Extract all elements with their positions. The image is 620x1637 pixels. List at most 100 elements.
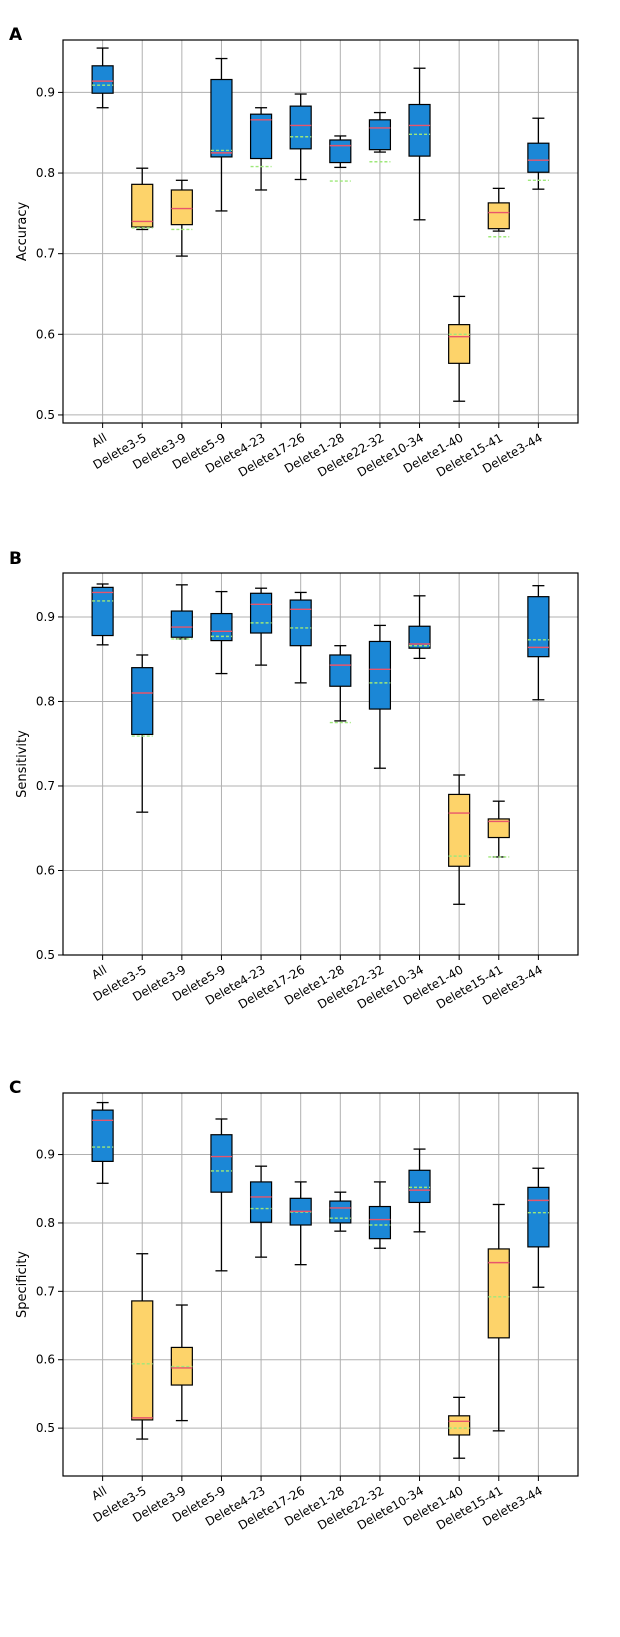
box-Delete3-9 — [170, 584, 193, 640]
box-Delete3-5 — [131, 167, 154, 231]
panel-letter: B — [9, 549, 22, 569]
x-tick-label: All — [89, 962, 109, 982]
box-Delete22-32 — [368, 624, 392, 769]
box-Delete1-40 — [448, 1396, 471, 1459]
box-body — [131, 1300, 154, 1421]
y-tick-label: 0.8 — [36, 166, 55, 180]
box-body — [91, 586, 114, 637]
panel-letter: A — [9, 25, 23, 45]
box-Delete3-5 — [131, 1253, 154, 1440]
box-Delete1-40 — [448, 295, 471, 402]
box-body — [408, 1169, 431, 1204]
box-body — [527, 596, 550, 658]
x-tick-label: All — [89, 430, 109, 450]
box-body — [368, 1205, 392, 1240]
box-Delete15-41 — [487, 800, 510, 858]
y-tick-label: 0.8 — [36, 1216, 55, 1230]
box-Delete1-28 — [329, 135, 352, 182]
box-body — [487, 1248, 510, 1339]
box-Delete17-26 — [289, 93, 312, 181]
box-Delete1-28 — [329, 1191, 352, 1232]
box-Delete3-44 — [527, 1167, 550, 1288]
box-body — [170, 610, 193, 638]
panel-b: B0.50.60.70.80.9AllDelete3-5Delete3-9Del… — [9, 549, 579, 1012]
box-body — [408, 103, 431, 157]
axes-frame — [62, 572, 579, 956]
y-tick-label: 0.7 — [36, 779, 55, 793]
panel-c: C0.50.60.70.80.9AllDelete3-5Delete3-9Del… — [9, 1078, 579, 1533]
box-body — [210, 1134, 233, 1193]
box-Delete10-34 — [408, 1148, 431, 1233]
y-tick-label: 0.9 — [36, 1148, 55, 1162]
box-body — [368, 640, 392, 710]
axes-frame — [62, 1092, 579, 1477]
box-body — [210, 78, 233, 158]
box-Delete3-44 — [527, 117, 550, 190]
box-body — [289, 599, 312, 647]
x-tick-label: All — [89, 1483, 109, 1503]
box-body — [131, 667, 154, 736]
box-Delete10-34 — [408, 67, 431, 221]
y-tick-label: 0.6 — [36, 1353, 55, 1367]
y-tick-label: 0.5 — [36, 948, 55, 962]
box-body — [448, 1415, 471, 1436]
box-Delete22-32 — [368, 111, 392, 163]
y-tick-label: 0.6 — [36, 327, 55, 341]
box-Delete10-34 — [408, 595, 431, 660]
y-tick-label: 0.7 — [36, 1284, 55, 1298]
box-body — [368, 119, 392, 151]
box-Delete5-9 — [210, 590, 233, 675]
box-Delete17-26 — [289, 1181, 312, 1266]
box-body — [329, 654, 352, 687]
box-body — [249, 592, 273, 634]
y-axis-label: Sensitivity — [15, 730, 30, 798]
box-Delete3-5 — [131, 654, 154, 813]
y-axis-label: Specificity — [15, 1251, 30, 1318]
axes-frame — [62, 39, 579, 424]
box-body — [527, 1186, 550, 1248]
panel-letter: C — [9, 1078, 21, 1098]
box-Delete5-9 — [210, 1118, 233, 1272]
box-body — [91, 65, 114, 94]
box-body — [329, 1200, 352, 1224]
box-All — [91, 1101, 114, 1184]
box-Delete1-28 — [329, 645, 352, 724]
box-body — [91, 1109, 114, 1162]
box-body — [487, 818, 510, 839]
box-body — [527, 142, 550, 173]
box-Delete15-41 — [487, 187, 510, 238]
box-body — [289, 105, 312, 150]
box-Delete1-40 — [448, 774, 471, 905]
box-body — [131, 183, 154, 228]
box-All — [91, 583, 114, 646]
box-body — [448, 324, 471, 364]
box-body — [249, 113, 273, 160]
y-axis-label: Accuracy — [15, 202, 30, 262]
box-Delete22-32 — [368, 1181, 392, 1249]
box-body — [408, 625, 431, 649]
y-tick-label: 0.5 — [36, 1421, 55, 1435]
box-Delete3-9 — [170, 1304, 193, 1422]
box-body — [170, 189, 193, 226]
box-Delete5-9 — [210, 57, 233, 212]
box-body — [210, 612, 233, 642]
y-tick-label: 0.8 — [36, 694, 55, 708]
y-tick-label: 0.9 — [36, 85, 55, 99]
box-body — [249, 1181, 273, 1223]
box-body — [487, 202, 510, 230]
box-Delete3-44 — [527, 585, 550, 701]
box-Delete4-23 — [249, 1165, 273, 1258]
box-Delete4-23 — [249, 587, 273, 666]
box-Delete17-26 — [289, 591, 312, 684]
y-tick-label: 0.6 — [36, 863, 55, 877]
y-tick-label: 0.9 — [36, 610, 55, 624]
panel-a: A0.50.60.70.80.9AllDelete3-5Delete3-9Del… — [9, 25, 579, 480]
y-tick-label: 0.7 — [36, 247, 55, 261]
box-Delete15-41 — [487, 1203, 510, 1432]
box-Delete3-9 — [170, 179, 193, 257]
box-body — [329, 139, 352, 164]
box-All — [91, 47, 114, 109]
y-tick-label: 0.5 — [36, 408, 55, 422]
box-Delete4-23 — [249, 107, 273, 191]
